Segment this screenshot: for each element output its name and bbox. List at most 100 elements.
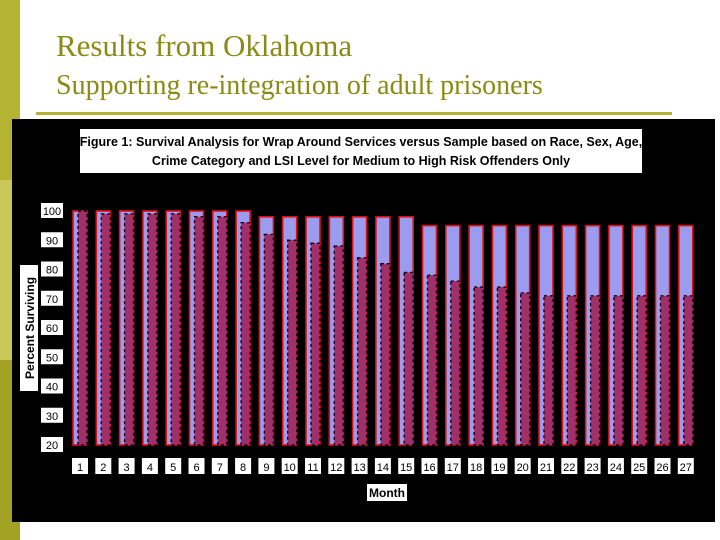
bar-series-2 <box>123 213 135 446</box>
x-tick-label: 25 <box>633 462 645 474</box>
bar-series-2 <box>426 274 438 446</box>
figure-title-line-2: Crime Category and LSI Level for Medium … <box>152 154 570 168</box>
x-axis-label: Month <box>369 486 405 500</box>
x-tick-label: 6 <box>193 462 199 474</box>
x-tick-box <box>374 458 391 474</box>
x-tick-label: 12 <box>330 462 342 474</box>
bar-series-2 <box>683 295 694 446</box>
x-tick-box <box>677 458 694 474</box>
title-divider <box>36 112 672 115</box>
y-tick-label: 90 <box>46 235 58 247</box>
y-tick-box <box>41 320 63 335</box>
y-tick-box <box>41 290 63 306</box>
bar-series-2 <box>659 295 671 446</box>
x-tick-box <box>607 458 624 474</box>
x-tick-box <box>141 458 158 474</box>
x-tick-box <box>305 458 321 474</box>
x-tick-box <box>258 458 275 474</box>
x-tick-box <box>328 458 345 474</box>
bar-series-2 <box>217 216 228 446</box>
bar-series-2 <box>263 233 275 446</box>
bar-series-2 <box>147 213 158 446</box>
y-tick-box <box>41 378 63 394</box>
bar-series-2 <box>77 210 88 446</box>
y-tick-box <box>41 232 63 248</box>
y-tick-box <box>41 407 63 423</box>
bar-series-2 <box>333 245 344 446</box>
figure-title-line-1: Figure 1: Survival Analysis for Wrap Aro… <box>80 135 642 149</box>
x-tick-label: 1 <box>77 462 83 474</box>
bar-series-2 <box>566 295 577 446</box>
x-tick-box <box>631 458 648 474</box>
slide-title: Results from Oklahoma <box>56 28 353 63</box>
x-tick-box <box>95 458 112 474</box>
x-tick-label: 24 <box>610 462 622 474</box>
x-tick-label: 4 <box>147 462 153 474</box>
y-tick-label: 100 <box>43 206 61 218</box>
x-tick-box <box>118 458 135 474</box>
bar-series-2 <box>170 213 181 446</box>
x-tick-label: 27 <box>680 462 692 474</box>
y-axis-label: Percent Surviving <box>23 277 37 379</box>
bar-series-2 <box>589 295 601 446</box>
bar-series-2 <box>473 286 484 446</box>
x-tick-box <box>538 458 554 474</box>
x-tick-label: 26 <box>656 462 668 474</box>
x-tick-label: 17 <box>447 462 459 474</box>
x-tick-box <box>188 458 205 474</box>
x-tick-label: 8 <box>240 462 246 474</box>
bar-series-2 <box>310 242 321 446</box>
y-tick-box <box>41 437 63 452</box>
x-tick-box <box>421 458 438 474</box>
x-tick-label: 3 <box>124 462 130 474</box>
x-tick-label: 9 <box>263 462 269 474</box>
x-tick-box <box>468 458 485 474</box>
bar-series-2 <box>613 295 624 446</box>
x-tick-label: 16 <box>423 462 435 474</box>
x-tick-box <box>444 458 461 474</box>
x-tick-label: 20 <box>517 462 529 474</box>
x-tick-box <box>165 458 182 474</box>
y-tick-box <box>41 203 63 218</box>
x-tick-label: 18 <box>470 462 482 474</box>
x-tick-label: 2 <box>100 462 106 474</box>
x-tick-box <box>398 458 415 474</box>
figure-title-box <box>80 129 642 173</box>
y-tick-box <box>41 261 63 277</box>
x-tick-box <box>351 458 368 474</box>
slide-subtitle: Supporting re-integration of adult priso… <box>56 70 543 101</box>
y-tick-label: 20 <box>46 440 58 452</box>
x-tick-label: 11 <box>307 462 318 474</box>
x-tick-label: 21 <box>540 462 552 474</box>
x-tick-box <box>491 458 508 474</box>
bar-series-2 <box>520 292 531 446</box>
y-tick-label: 60 <box>46 323 58 335</box>
x-tick-label: 22 <box>563 462 575 474</box>
x-tick-box <box>281 458 298 474</box>
y-tick-label: 80 <box>46 265 58 277</box>
x-tick-label: 7 <box>217 462 223 474</box>
bar-series-2 <box>636 295 647 446</box>
y-tick-box <box>41 349 63 365</box>
x-tick-label: 5 <box>170 462 176 474</box>
y-tick-label: 30 <box>46 411 58 423</box>
bar-series-2 <box>240 221 251 446</box>
x-tick-label: 14 <box>377 462 389 474</box>
y-tick-label: 50 <box>46 352 58 364</box>
x-tick-box <box>584 458 601 474</box>
x-tick-box <box>514 458 531 474</box>
bar-series-2 <box>380 262 391 446</box>
x-tick-label: 13 <box>353 462 365 474</box>
x-tick-label: 15 <box>400 462 412 474</box>
x-tick-box <box>235 458 252 474</box>
y-tick-label: 70 <box>46 294 58 306</box>
y-tick-label: 40 <box>46 382 58 394</box>
bar-series-2 <box>356 257 368 446</box>
bar-series-2 <box>450 280 461 446</box>
bar-series-2 <box>496 286 508 446</box>
x-axis-label-box <box>367 484 407 501</box>
x-tick-box <box>211 458 228 474</box>
x-tick-label: 19 <box>493 462 505 474</box>
x-tick-box <box>72 458 88 474</box>
